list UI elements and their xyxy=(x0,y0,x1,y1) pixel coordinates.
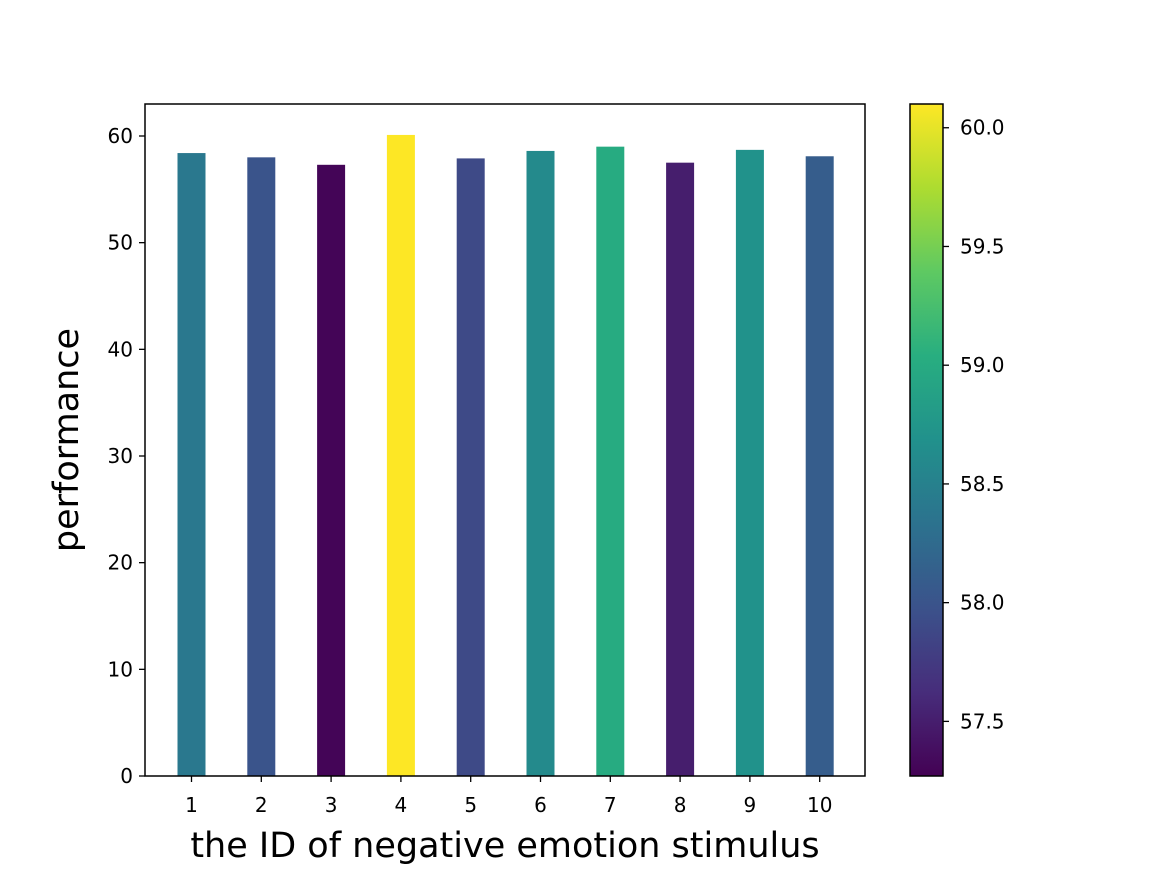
bar xyxy=(735,149,764,776)
y-tick-label: 60 xyxy=(108,124,133,148)
colorbar-tick-label: 60.0 xyxy=(960,116,1005,140)
y-axis: 0 10 20 30 40 50 60 xyxy=(108,124,145,788)
colorbar-axis: 57.5 58.0 58.5 59.0 59.5 60.0 xyxy=(943,116,1005,733)
bar xyxy=(247,157,276,777)
x-tick-label: 8 xyxy=(674,793,687,817)
x-axis: 1 2 3 4 5 6 7 8 9 10 xyxy=(185,776,832,817)
bar xyxy=(666,162,695,776)
bar xyxy=(526,150,555,776)
bar xyxy=(596,146,625,776)
bar-series xyxy=(177,134,834,777)
colorbar-tick-label: 57.5 xyxy=(960,709,1005,733)
y-tick-label: 10 xyxy=(108,657,133,681)
plot-frame xyxy=(144,103,866,777)
bar xyxy=(317,164,346,777)
x-tick-label: 7 xyxy=(604,793,617,817)
y-tick-label: 50 xyxy=(108,231,133,255)
bar xyxy=(456,158,485,776)
colorbar-tick-label: 58.0 xyxy=(960,591,1005,615)
bar xyxy=(386,134,415,776)
x-tick-label: 3 xyxy=(325,793,338,817)
x-tick-label: 2 xyxy=(255,793,268,817)
bar xyxy=(805,156,834,776)
x-tick-label: 10 xyxy=(807,793,832,817)
x-tick-label: 1 xyxy=(185,793,198,817)
colorbar xyxy=(909,103,944,777)
x-tick-label: 5 xyxy=(464,793,477,817)
y-tick-label: 0 xyxy=(120,764,133,788)
x-axis-title: the ID of negative emotion stimulus xyxy=(190,826,819,866)
y-tick-label: 30 xyxy=(108,444,133,468)
bar xyxy=(177,153,206,777)
colorbar-tick-label: 59.5 xyxy=(960,234,1005,258)
x-tick-label: 9 xyxy=(744,793,757,817)
y-tick-label: 40 xyxy=(108,337,133,361)
y-tick-label: 20 xyxy=(108,551,133,575)
y-axis-title: performance xyxy=(47,328,87,552)
colorbar-tick-label: 58.5 xyxy=(960,472,1005,496)
colorbar-tick-label: 59.0 xyxy=(960,353,1005,377)
x-tick-label: 6 xyxy=(534,793,547,817)
x-tick-label: 4 xyxy=(395,793,408,817)
